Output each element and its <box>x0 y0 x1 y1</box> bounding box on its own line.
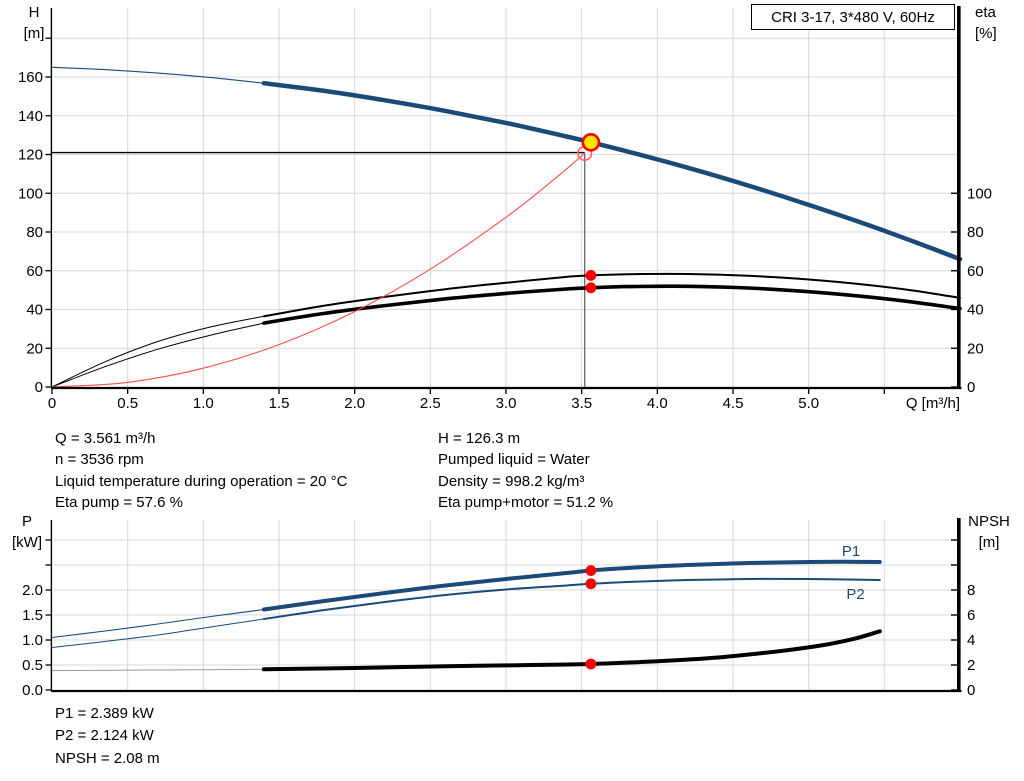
x-axis-tick-label: 2.5 <box>420 395 441 412</box>
right-axis-tick-label: 100 <box>967 185 992 202</box>
right-axis-tick-label: 60 <box>967 263 984 280</box>
left-axis-tick-label: 0 <box>35 379 43 396</box>
x-axis-tick-label: 3.0 <box>496 395 517 412</box>
right-axis-tick-label: 0 <box>967 379 975 396</box>
p2-curve <box>262 577 881 620</box>
left-axis-tick-label: 120 <box>18 147 43 164</box>
chart-1: 0 20 40 60 80 100 120 140 160 0 20 40 60 80 100 0 0.5 1.0… <box>18 6 992 412</box>
pump-type-label: CRI 3-17, 3*480 V, 60Hz <box>771 8 935 26</box>
left-axis-tick-label: 1.5 <box>22 607 43 624</box>
left-axis-tick-label: 40 <box>26 302 43 319</box>
x-axis-tick-label: 3.5 <box>571 395 592 412</box>
p-axis-symbol: P <box>21 513 32 530</box>
npsh-axis-unit: [m] <box>978 534 1000 551</box>
right-axis-tick-label: 2 <box>967 657 975 674</box>
left-axis-tick-label: 160 <box>18 69 43 86</box>
h-axis-symbol: H <box>28 4 40 21</box>
chart-2: 0.0 0.5 1.0 1.5 2.0 0 2 4 6 8 P1 P2 <box>22 518 975 699</box>
p1-curve-thin <box>51 608 264 639</box>
right-axis-tick-label: 4 <box>967 632 975 649</box>
eta-pump-motor-curve <box>262 284 962 325</box>
readout-npsh: NPSH = 2.08 m <box>55 749 160 767</box>
x-axis-tick-label: 1.5 <box>269 395 290 412</box>
readout-liquid-temp: Liquid temperature during operation = 20… <box>55 472 348 490</box>
eta-pump-motor-point-marker <box>585 282 597 294</box>
x-axis-tick-label: 4.0 <box>647 395 668 412</box>
pump-type-box: CRI 3-17, 3*480 V, 60Hz <box>751 4 955 30</box>
q-axis-title: Q [m³/h] <box>905 395 960 412</box>
right-axis-tick-label: 40 <box>967 302 984 319</box>
left-axis-tick-label: 60 <box>26 263 43 280</box>
p1-curve-label: P1 <box>842 543 860 560</box>
left-axis-tick-label: 1.0 <box>22 632 43 649</box>
readout-h: H = 126.3 m <box>438 430 521 447</box>
readout-q: Q = 3.561 m³/h <box>55 430 156 447</box>
p2-curve-thin <box>51 618 264 648</box>
duty-readout-left: Q = 3.561 m³/h n = 3536 rpm Liquid tempe… <box>55 428 347 514</box>
x-axis-tick-label: 1.0 <box>193 395 214 412</box>
p2-point-marker <box>585 578 597 590</box>
npsh-point-marker <box>585 658 597 670</box>
readout-eta-pump: Eta pump = 57.6 % <box>55 494 183 512</box>
right-axis-tick-label: 6 <box>967 607 975 624</box>
readout-p1: P1 = 2.389 kW <box>55 705 154 722</box>
right-axis-tick-label: 80 <box>967 224 984 241</box>
readout-pumped-liquid: Pumped liquid = Water <box>438 451 590 469</box>
x-axis-tick-label: 5.0 <box>798 395 819 412</box>
h-axis-title: H [m] <box>14 2 54 44</box>
readout-eta-pump-motor: Eta pump+motor = 51.2 % <box>438 494 614 512</box>
left-axis-tick-label: 80 <box>26 224 43 241</box>
npsh-axis-title: NPSH [m] <box>958 511 1020 553</box>
p1-point-marker <box>585 565 597 576</box>
x-axis-tick-label: 0 <box>48 395 56 412</box>
p-axis-unit: [kW] <box>12 534 42 551</box>
right-axis-tick-label: 8 <box>967 582 975 599</box>
power-readout: P1 = 2.389 kW P2 = 2.124 kW NPSH = 2.08 … <box>55 703 160 770</box>
left-axis-tick-label: 0.5 <box>22 657 43 674</box>
left-axis-tick-label: 20 <box>26 340 43 357</box>
right-axis-tick-label: 20 <box>967 340 984 357</box>
eta-axis-title: eta [%] <box>975 2 1021 44</box>
x-axis-tick-label: 4.5 <box>723 395 744 412</box>
readout-p2: P2 = 2.124 kW <box>55 727 154 745</box>
system-curve <box>51 152 586 388</box>
eta-pump-curve <box>262 272 961 318</box>
npsh-axis-symbol: NPSH <box>968 513 1010 530</box>
eta-axis-symbol: eta <box>975 4 996 21</box>
eta-pump-point-marker <box>585 270 597 281</box>
eta-pump-motor-curve-thin <box>51 322 265 388</box>
qh-curve <box>261 80 963 262</box>
left-axis-tick-label: 140 <box>18 108 43 125</box>
qh-curve-thin <box>51 66 264 84</box>
eta-axis-unit: [%] <box>975 25 997 42</box>
x-axis-tick-label: 2.0 <box>344 395 365 412</box>
left-axis-tick-label: 100 <box>18 185 43 202</box>
npsh-curve-thin <box>51 668 264 672</box>
eta-pump-curve-thin <box>51 315 264 388</box>
npsh-curve <box>261 629 882 672</box>
left-axis-tick-label: 0.0 <box>22 682 43 699</box>
right-axis-tick-label: 0 <box>967 682 975 699</box>
p2-curve-label: P2 <box>846 586 864 603</box>
left-axis-tick-label: 2.0 <box>22 582 43 599</box>
readout-speed: n = 3536 rpm <box>55 451 144 469</box>
p-axis-title: P [kW] <box>6 511 48 553</box>
h-axis-unit: [m] <box>23 25 45 42</box>
duty-point-marker[interactable] <box>581 132 601 152</box>
x-axis-tick-label: 0.5 <box>117 395 138 412</box>
readout-density: Density = 998.2 kg/m³ <box>438 472 585 490</box>
duty-readout-right: H = 126.3 m Pumped liquid = Water Densit… <box>438 428 613 514</box>
